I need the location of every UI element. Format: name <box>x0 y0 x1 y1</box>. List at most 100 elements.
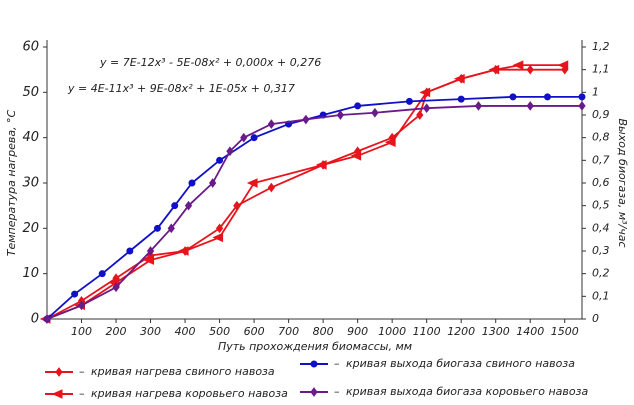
data-point <box>177 246 189 256</box>
data-point <box>153 224 161 232</box>
y-tick-label: 40 <box>22 130 39 145</box>
data-point <box>526 64 534 75</box>
data-point <box>267 182 275 193</box>
data-point <box>146 246 155 256</box>
data-point <box>98 270 106 278</box>
data-point <box>419 87 431 98</box>
x-tick-label: 300 <box>140 325 161 338</box>
series-line <box>46 68 565 320</box>
x-tick-label: 400 <box>175 325 196 338</box>
y2-tick-label: 0,6 <box>592 176 610 189</box>
legend-label: кривая выхода биогаза коровьего навоза <box>346 385 588 398</box>
data-point <box>578 101 586 111</box>
annotation: y = 7E-12x³ - 5E-08x² + 0,000x + 0,276 <box>99 56 321 69</box>
data-point <box>578 93 586 101</box>
x-tick-label: 900 <box>347 325 368 338</box>
data-point <box>354 102 362 110</box>
y-tick-label: 10 <box>22 266 39 281</box>
data-point <box>488 64 500 75</box>
y2-tick-label: 0,2 <box>592 267 610 280</box>
legend-label: кривая нагрева коровьего навоза <box>91 387 288 400</box>
data-point <box>315 160 327 170</box>
data-point <box>184 200 193 211</box>
x-tick-label: 1500 <box>551 325 579 338</box>
data-point <box>371 107 379 118</box>
x-tick-label: 1000 <box>378 325 406 338</box>
data-point <box>416 110 424 120</box>
y-tick-label: 0 <box>31 312 39 327</box>
data-point <box>512 60 524 70</box>
x-tick-label: 1300 <box>482 325 510 338</box>
data-point <box>453 73 465 84</box>
x-tick-label: 1100 <box>413 325 441 338</box>
data-point <box>226 146 234 157</box>
y2-tick-label: 0,7 <box>592 153 610 166</box>
data-point <box>302 114 310 125</box>
legend-label: кривая нагрева свиного навоза <box>91 365 275 378</box>
y2-tick-label: 0,4 <box>592 221 610 234</box>
x-tick-label: 200 <box>106 325 127 338</box>
x-tick-label: 700 <box>278 325 299 338</box>
y2-axis-label: Выход биогаза, м³/час <box>616 118 629 247</box>
y-axis-label: Температура нагрева, °С <box>5 109 18 256</box>
y2-tick-label: 1 <box>592 85 599 98</box>
legend-marker <box>55 367 63 377</box>
y2-tick-label: 0,9 <box>592 108 610 121</box>
data-point <box>350 151 362 161</box>
data-point <box>167 223 175 234</box>
data-point <box>246 178 258 188</box>
data-point <box>188 179 196 187</box>
y2-tick-label: 1,1 <box>592 63 610 76</box>
y2-tick-label: 0,8 <box>592 131 610 144</box>
annotation: y = 4E-11x³ + 9E-08x² + 1E-05x + 0,317 <box>67 82 295 95</box>
legend-dash: – <box>79 387 85 400</box>
x-tick-label: 800 <box>313 325 334 338</box>
data-point <box>405 97 413 105</box>
x-tick-label: 1200 <box>447 325 475 338</box>
data-point <box>384 137 396 147</box>
x-tick-label: 500 <box>209 325 230 338</box>
data-point <box>77 300 86 311</box>
data-point <box>509 93 517 101</box>
data-point <box>209 178 217 188</box>
x-axis-label: Путь прохождения биомассы, мм <box>218 340 412 353</box>
y2-tick-label: 0,3 <box>592 244 610 257</box>
y-tick-label: 30 <box>22 176 39 191</box>
series-line <box>46 64 565 320</box>
legend-marker <box>310 360 318 368</box>
data-point <box>423 103 431 114</box>
data-point <box>215 223 224 234</box>
legend-label: кривая выхода биогаза свиного навоза <box>346 357 575 370</box>
y2-tick-label: 0,1 <box>592 289 610 302</box>
x-tick-label: 1400 <box>516 325 544 338</box>
data-point <box>557 60 569 70</box>
data-point <box>250 134 258 142</box>
y-tick-label: 20 <box>22 221 39 236</box>
data-point <box>336 110 345 120</box>
series-line <box>46 95 582 320</box>
legend-marker <box>51 389 63 399</box>
data-point <box>143 255 155 265</box>
y-tick-label: 50 <box>22 85 39 100</box>
data-point <box>212 232 224 243</box>
x-tick-label: 100 <box>71 325 92 338</box>
data-point <box>71 290 79 298</box>
data-point <box>216 156 224 164</box>
data-point <box>526 101 534 111</box>
legend-marker <box>310 387 318 397</box>
y2-tick-label: 0,5 <box>592 199 610 212</box>
legend-dash: – <box>79 365 85 378</box>
data-point <box>112 282 120 293</box>
data-point <box>126 247 134 255</box>
y2-tick-label: 0 <box>592 312 599 325</box>
data-point <box>474 101 483 111</box>
y-tick-label: 60 <box>22 40 39 55</box>
legend-dash: – <box>334 357 340 370</box>
data-point <box>543 93 551 101</box>
legend-dash: – <box>334 385 340 398</box>
data-point <box>457 95 465 103</box>
y2-tick-label: 1,2 <box>592 40 610 53</box>
data-point <box>267 119 275 129</box>
data-point <box>43 314 51 324</box>
